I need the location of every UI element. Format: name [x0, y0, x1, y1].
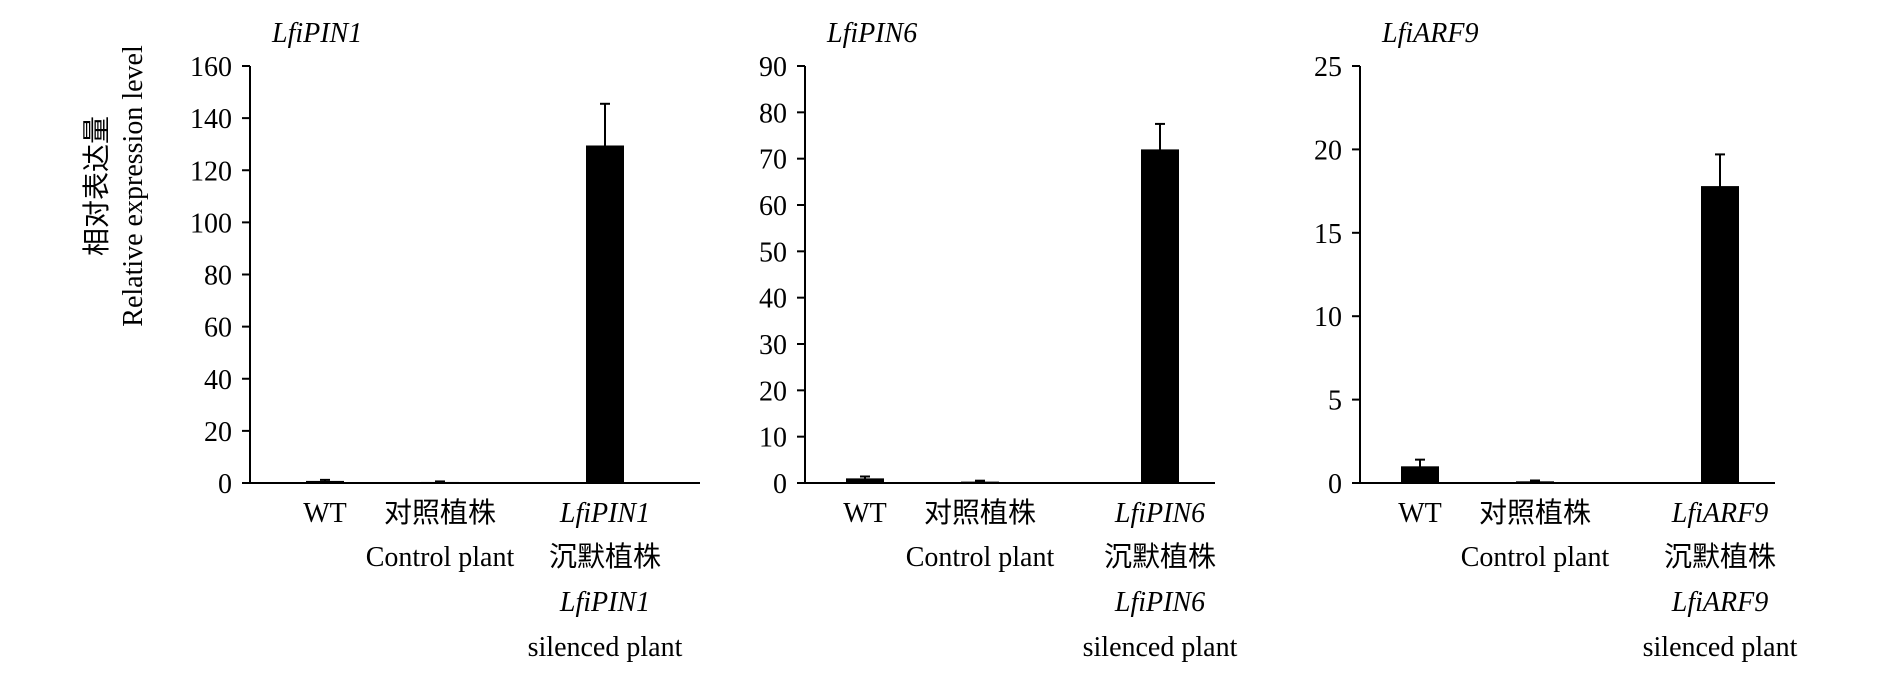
x-tick-label: Control plant — [1461, 542, 1610, 573]
x-tick-label: WT — [843, 498, 887, 529]
y-tick-label: 5 — [1328, 386, 1342, 417]
y-tick-label: 140 — [190, 104, 232, 135]
y-tick-label: 80 — [759, 98, 787, 129]
chart-title: LfiARF9 — [1381, 18, 1478, 49]
y-tick-label: 30 — [759, 330, 787, 361]
x-tick-label: 沉默植株 — [1664, 541, 1776, 573]
x-tick-label: LfiARF9 — [1671, 498, 1768, 529]
y-tick-label: 20 — [1314, 135, 1342, 166]
y-tick-label: 15 — [1314, 219, 1342, 250]
x-tick-label: 沉默植株 — [1104, 541, 1216, 573]
x-tick-label: WT — [303, 498, 347, 529]
x-tick-label: LfiPIN6 — [1114, 498, 1205, 529]
x-tick-label: 对照植株 — [1479, 497, 1591, 529]
y-tick-label: 40 — [204, 365, 232, 396]
y-tick-label: 10 — [759, 423, 787, 454]
chart-title: LfiPIN1 — [271, 18, 362, 49]
y-tick-label: 0 — [773, 469, 787, 500]
x-tick-label: silenced plant — [1083, 632, 1238, 663]
x-tick-label: silenced plant — [528, 632, 683, 663]
y-tick-label: 160 — [190, 52, 232, 83]
x-tick-label: LfiPIN6 — [1114, 587, 1205, 618]
y-tick-label: 25 — [1314, 52, 1342, 83]
x-tick-label: 对照植株 — [924, 497, 1036, 529]
y-tick-label: 20 — [759, 376, 787, 407]
y-tick-label: 10 — [1314, 302, 1342, 333]
x-tick-label: Control plant — [906, 542, 1055, 573]
x-tick-label: 对照植株 — [384, 497, 496, 529]
y-tick-label: 60 — [759, 191, 787, 222]
bar — [1701, 186, 1739, 483]
y-tick-label: 20 — [204, 417, 232, 448]
bar — [1141, 149, 1179, 483]
y-tick-label: 120 — [190, 156, 232, 187]
chart-title: LfiPIN6 — [826, 18, 917, 49]
y-tick-label: 0 — [1328, 469, 1342, 500]
x-tick-label: silenced plant — [1643, 632, 1798, 663]
x-tick-label: Control plant — [366, 542, 515, 573]
x-tick-label: LfiARF9 — [1671, 587, 1768, 618]
x-tick-label: WT — [1398, 498, 1442, 529]
y-tick-label: 40 — [759, 284, 787, 315]
bar — [1401, 466, 1439, 483]
y-tick-label: 100 — [190, 208, 232, 239]
x-tick-label: LfiPIN1 — [559, 498, 650, 529]
y-tick-label: 70 — [759, 145, 787, 176]
y-tick-label: 80 — [204, 261, 232, 292]
y-tick-label: 90 — [759, 52, 787, 83]
y-tick-label: 0 — [218, 469, 232, 500]
x-tick-label: LfiPIN1 — [559, 587, 650, 618]
bar — [586, 145, 624, 483]
x-tick-label: 沉默植株 — [549, 541, 661, 573]
y-tick-label: 50 — [759, 237, 787, 268]
y-tick-label: 60 — [204, 313, 232, 344]
